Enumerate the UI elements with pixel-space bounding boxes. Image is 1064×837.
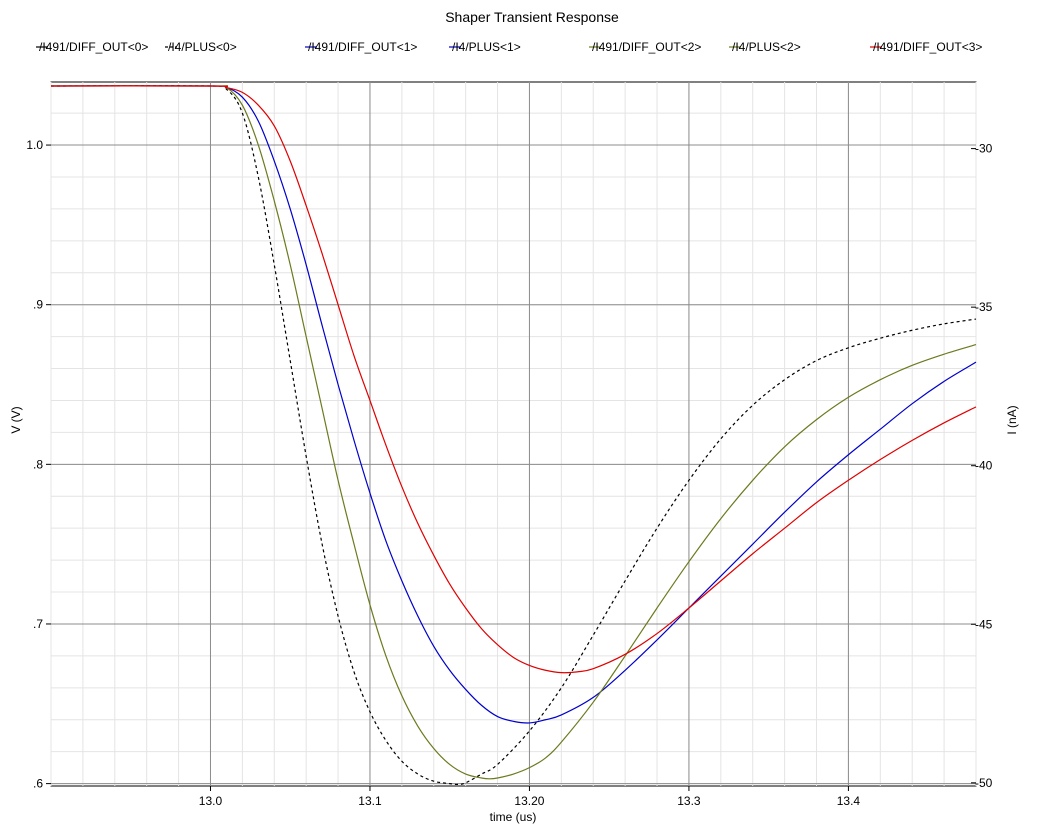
legend-label: /I491/DIFF_OUT<0> [39,40,148,54]
y-tick-label: .6 [33,777,43,791]
series-blue [50,85,977,724]
x-tick-label: 13.1 [358,794,382,808]
x-tick-label: 13.4 [837,794,861,808]
x-tick-label: 13.0 [199,794,223,808]
y-tick-label: 1.0 [26,138,43,152]
y2-axis-label: I (nA) [1005,405,1019,434]
y2-tick-label: -30 [975,142,993,156]
legend-label: /I491/DIFF_OUT<2> [592,40,701,54]
series-red [50,85,977,674]
plot-area [50,81,977,787]
axis-ticks: 13.0 13.1 13.20 13.3 13.4 1.0 .9 .8 .7 .6 -30 -35 -4… [26,138,992,808]
legend-label: /I4/PLUS<1> [452,40,521,54]
series-black-dashed [50,85,977,786]
legend-label: /I491/DIFF_OUT<3> [873,40,982,54]
chart-title: Shaper Transient Response [445,9,619,25]
y-axis-label: V (V) [9,406,23,433]
grid [50,82,977,786]
series-lines [50,85,977,786]
legend: /I491/DIFF_OUT<0> /I4/PLUS<0> /I491/DIFF_O… [36,40,982,54]
y-tick-label: .9 [33,298,43,312]
legend-label: /I491/DIFF_OUT<1> [308,40,417,54]
y2-tick-label: -40 [975,459,993,473]
legend-label: /I4/PLUS<0> [168,40,237,54]
series-green [50,85,977,780]
x-tick-label: 13.20 [514,794,544,808]
y2-tick-label: -45 [975,617,993,631]
y2-tick-label: -35 [975,300,993,314]
y-tick-label: .7 [33,617,43,631]
y-tick-label: .8 [33,457,43,471]
y2-tick-label: -50 [975,776,993,790]
legend-label: /I4/PLUS<2> [732,40,801,54]
x-axis-label: time (us) [490,810,537,824]
x-tick-label: 13.3 [677,794,701,808]
